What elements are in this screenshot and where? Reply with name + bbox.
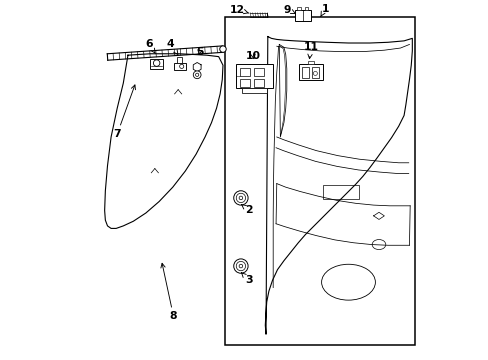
- Bar: [174, 63, 185, 70]
- Circle shape: [236, 193, 245, 203]
- Bar: [254, 68, 264, 76]
- Text: 11: 11: [303, 42, 318, 59]
- Circle shape: [193, 71, 201, 78]
- Bar: [311, 67, 318, 78]
- Bar: [298, 64, 322, 80]
- Circle shape: [313, 71, 317, 76]
- Bar: [305, 7, 308, 9]
- Circle shape: [233, 191, 247, 205]
- Text: 10: 10: [245, 51, 261, 61]
- Text: 7: 7: [113, 85, 135, 139]
- Text: 3: 3: [241, 273, 252, 285]
- Circle shape: [239, 264, 242, 268]
- Text: 4: 4: [166, 40, 178, 54]
- Bar: [241, 87, 267, 94]
- Text: 1: 1: [320, 4, 328, 17]
- Polygon shape: [193, 63, 201, 72]
- Circle shape: [153, 60, 160, 66]
- Bar: [176, 57, 182, 63]
- Text: 6: 6: [145, 40, 155, 53]
- Circle shape: [219, 46, 226, 52]
- Text: 12: 12: [229, 5, 248, 15]
- Circle shape: [239, 196, 242, 200]
- Bar: [301, 67, 308, 78]
- Bar: [240, 68, 249, 76]
- Bar: [240, 79, 249, 87]
- Circle shape: [195, 73, 198, 76]
- Circle shape: [233, 259, 247, 273]
- Text: 9: 9: [283, 5, 295, 15]
- Bar: [224, 17, 414, 345]
- Text: 5: 5: [196, 46, 203, 57]
- Bar: [307, 61, 313, 64]
- Bar: [254, 79, 264, 87]
- Text: 2: 2: [241, 204, 252, 216]
- Text: 8: 8: [161, 263, 177, 321]
- Circle shape: [179, 64, 183, 68]
- Bar: [150, 59, 163, 69]
- Bar: [323, 185, 359, 199]
- Bar: [297, 7, 300, 9]
- Bar: [236, 64, 272, 87]
- Bar: [294, 9, 310, 21]
- Circle shape: [236, 261, 245, 271]
